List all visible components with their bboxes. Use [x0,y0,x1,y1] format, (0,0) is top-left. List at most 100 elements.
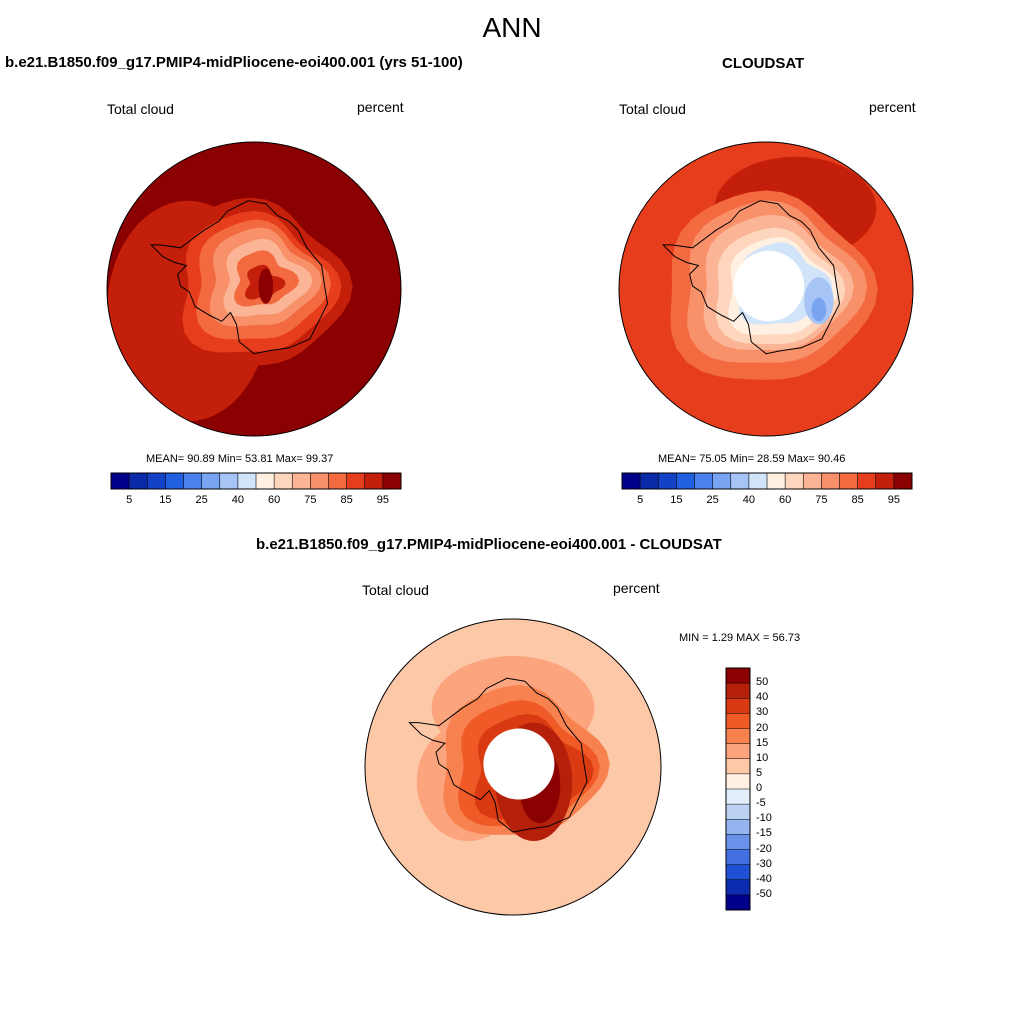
colorbar-tick-label: -50 [756,887,772,900]
colorbar-tick-label: 95 [887,494,900,506]
colorbar-tick-label: 40 [756,691,769,704]
colorbar-swatch [274,473,293,489]
panel-1-units-label: percent [357,99,404,115]
colorbar-swatch [748,473,768,489]
colorbar-swatch [767,473,786,489]
colorbar-swatch [219,473,239,489]
colorbar-swatch [875,473,895,489]
colorbar-tick-label: -20 [756,842,772,855]
antarctica-coastline [661,200,841,355]
colorbar-swatch [839,473,858,489]
colorbar-swatch [256,473,275,489]
colorbar-swatch [726,773,750,790]
colorbar-tick-label: 20 [756,721,769,734]
panel-2-stats: MEAN= 75.05 Min= 28.59 Max= 90.46 [658,453,846,465]
colorbar-tick-label: -5 [756,797,766,810]
figure-title: ANN [482,12,542,43]
colorbar-swatch [364,473,384,489]
colorbar-swatch [694,473,713,489]
colorbar-swatch [237,473,257,489]
colorbar-tick-label: 10 [756,751,769,764]
colorbar-swatch [165,473,184,489]
colorbar-tick-label: -40 [756,872,772,885]
colorbar-swatch [730,473,750,489]
colorbar-swatch [726,683,750,699]
colorbar-tick-label: 25 [195,494,208,506]
contour-region [258,268,274,304]
colorbar-swatch [640,473,659,489]
colorbar-swatch [726,834,750,850]
panel-2-units-label: percent [869,99,916,115]
colorbar-swatch [622,473,641,489]
colorbar-swatch [785,473,804,489]
colorbar-tick-label: 40 [742,494,755,506]
colorbar-swatch [147,473,166,489]
antarctica-coastline [408,677,588,833]
missing-data-region [483,728,555,800]
panel-2-colorbar [621,472,913,490]
colorbar-swatch [658,473,677,489]
colorbar-tick-label: 5 [637,494,644,506]
colorbar-swatch [726,804,750,820]
panel-3-stats: MIN = 1.29 MAX = 56.73 [679,632,801,644]
colorbar-tick-label: 75 [304,494,317,506]
map-boundary [618,141,914,437]
contour-region [811,297,827,322]
colorbar-tick-label: 85 [340,494,353,506]
colorbar-swatch [726,698,750,714]
panel-3-variable-label: Total cloud [362,582,429,598]
colorbar-tick-label: 15 [756,736,769,749]
colorbar-swatch [310,473,329,489]
colorbar-tick-label: -30 [756,857,772,870]
panel-1-title: b.e21.B1850.f09_g17.PMIP4-midPliocene-eo… [5,54,463,71]
colorbar-swatch [183,473,202,489]
colorbar-swatch [893,473,913,489]
map-boundary [106,141,402,437]
missing-data-region [733,250,805,322]
colorbar-swatch [676,473,695,489]
colorbar-swatch [726,743,750,760]
colorbar-tick-label: 50 [756,676,769,689]
colorbar-swatch [857,473,877,489]
colorbar-swatch [712,473,732,489]
colorbar-swatch [111,473,130,489]
panel-3-colorbar [725,667,751,911]
colorbar-swatch [726,879,750,896]
panel-1-stats: MEAN= 90.89 Min= 53.81 Max= 99.37 [146,453,334,465]
colorbar-swatch [726,849,750,865]
colorbar-swatch [726,758,750,775]
colorbar-swatch [726,864,750,881]
colorbar-swatch [129,473,148,489]
colorbar-tick-label: 5 [756,766,763,779]
antarctica-coastline [149,200,329,355]
panel-3-polar-map [364,618,662,916]
colorbar-swatch [201,473,221,489]
colorbar-tick-label: -15 [756,827,772,840]
colorbar-swatch [292,473,311,489]
panel-1-polar-map [106,141,402,437]
colorbar-swatch [803,473,822,489]
colorbar-tick-label: 30 [756,706,769,719]
colorbar-swatch [726,668,750,684]
colorbar-tick-label: 25 [706,494,719,506]
colorbar-tick-label: 40 [231,494,244,506]
colorbar-tick-label: 0 [756,782,763,794]
colorbar-tick-label: 15 [670,494,683,506]
panel-2-title: CLOUDSAT [722,55,805,72]
colorbar-tick-label: 60 [268,494,281,506]
colorbar-swatch [726,894,750,911]
colorbar-swatch [821,473,840,489]
colorbar-swatch [346,473,366,489]
map-boundary [364,618,662,916]
colorbar-swatch [726,789,750,805]
colorbar-tick-label: 5 [126,494,133,506]
colorbar-swatch [382,473,402,489]
panel-2-variable-label: Total cloud [619,101,686,117]
panel-3-title: b.e21.B1850.f09_g17.PMIP4-midPliocene-eo… [256,536,722,553]
colorbar-swatch [328,473,347,489]
panel-1-variable-label: Total cloud [107,101,174,117]
colorbar-swatch [726,728,750,744]
colorbar-tick-label: 85 [851,494,864,506]
colorbar-swatch [726,713,750,729]
colorbar-tick-label: 60 [779,494,792,506]
